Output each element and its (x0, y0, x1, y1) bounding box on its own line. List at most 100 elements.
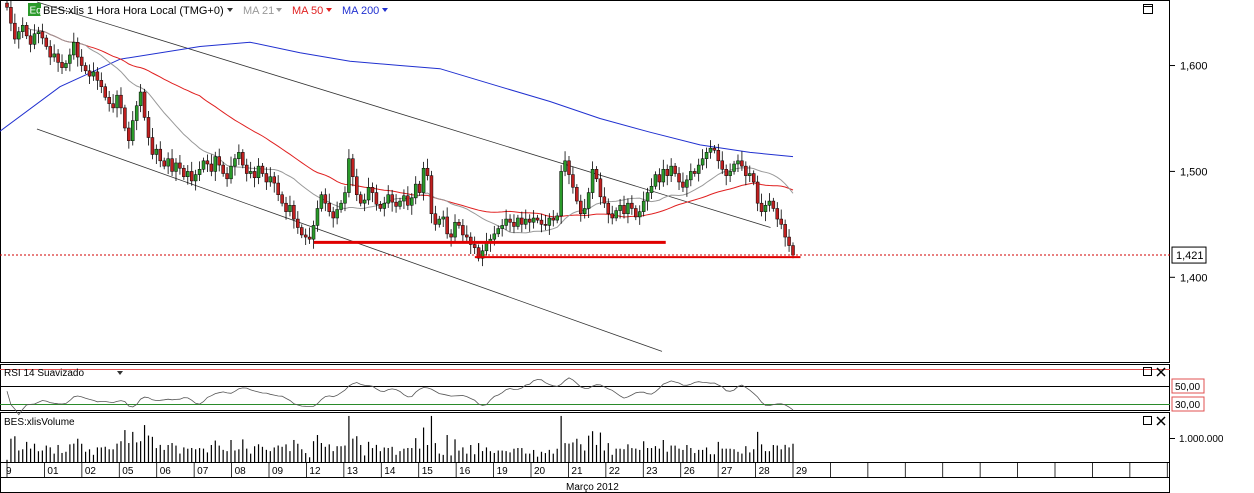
candle-down (244, 164, 249, 174)
candle (496, 225, 500, 238)
chart-title[interactable]: BES:xlis 1 Hora Hora Local (TMG+0) (43, 5, 224, 17)
candle-down (119, 94, 123, 109)
rsi-panel (0, 364, 1170, 411)
candle-up (115, 94, 119, 109)
chevron-down-icon[interactable] (382, 8, 388, 12)
candle-up (36, 31, 41, 35)
x-tick-label: 19 (497, 466, 509, 477)
volume-label[interactable]: BES:xlisVolume (4, 417, 75, 428)
candle-down (99, 80, 104, 87)
candle-up (268, 176, 273, 183)
channel-line (36, 1, 771, 228)
candle-up (335, 209, 339, 219)
maximize-icon[interactable] (1143, 4, 1153, 14)
candle (394, 194, 398, 213)
rsi-label[interactable]: RSI 14 Suavizado (4, 368, 84, 379)
legend-ma200[interactable]: MA 200 (342, 5, 379, 17)
close-icon[interactable] (1156, 416, 1166, 426)
candle-down (551, 217, 556, 221)
candle (260, 162, 265, 177)
candle (331, 206, 335, 228)
candle (87, 64, 92, 85)
x-tick-label: 13 (347, 466, 359, 477)
candle (166, 152, 170, 175)
candle-down (622, 205, 626, 215)
candle (52, 44, 56, 62)
candle-down (123, 107, 127, 129)
candle (461, 219, 465, 243)
candle-up (480, 250, 485, 259)
candle (744, 161, 748, 186)
candle-down (162, 160, 166, 167)
candle (131, 111, 135, 146)
candle-up (91, 71, 96, 77)
candle (300, 224, 304, 239)
candle-down (170, 158, 174, 172)
candle-down (331, 211, 335, 219)
candle-up (637, 211, 642, 218)
candle-up (763, 205, 768, 212)
candle (527, 214, 532, 232)
candle (622, 195, 626, 219)
candle (429, 170, 434, 224)
candle (398, 197, 402, 210)
candle-up (704, 152, 709, 159)
candle-up (696, 164, 701, 174)
close-icon[interactable] (1156, 367, 1166, 377)
candle-down (241, 152, 245, 166)
candle (91, 62, 96, 81)
candle-up (410, 197, 414, 206)
last-price-line: 1,421 (0, 246, 1207, 264)
candle (410, 193, 414, 215)
chevron-down-icon[interactable] (117, 371, 123, 375)
candle-up (32, 33, 37, 45)
candle (248, 161, 253, 179)
candle (315, 200, 320, 232)
candle (751, 170, 756, 186)
candle (158, 141, 163, 168)
candle (237, 144, 241, 166)
candle-down (425, 167, 430, 176)
candle (241, 149, 245, 169)
candle-up (661, 169, 666, 183)
candle (5, 0, 9, 11)
candle-up (748, 173, 752, 176)
support-lines (313, 240, 801, 259)
candle-down (783, 224, 787, 238)
candle-up (166, 158, 170, 167)
candle (115, 90, 119, 118)
candle-up (339, 202, 343, 210)
candle-up (343, 192, 347, 204)
time-axis: 9 01 02 05 06 07 08 09 12 13 14 15 16 19 20 21 22 23 26 27 2… (6, 463, 1168, 477)
chevron-down-icon[interactable] (276, 8, 282, 12)
x-tick-label: 06 (160, 466, 172, 477)
legend-ma50[interactable]: MA 50 (292, 5, 323, 17)
candle (579, 194, 583, 222)
candle-up (17, 31, 21, 40)
chevron-down-icon[interactable] (326, 8, 332, 12)
candle-down (468, 236, 473, 245)
maximize-icon[interactable] (1143, 367, 1152, 376)
symbol-icon[interactable] (28, 3, 41, 16)
candle-down (79, 56, 84, 66)
candle (740, 151, 744, 171)
candle-up (386, 194, 390, 204)
legend-ma21[interactable]: MA 21 (243, 5, 274, 17)
candle-down (417, 183, 422, 193)
candle-down (535, 217, 540, 221)
candle (665, 164, 669, 186)
chevron-down-icon[interactable] (227, 8, 233, 12)
x-tick-label: 02 (85, 466, 97, 477)
candle-down (755, 181, 760, 204)
candle (311, 220, 316, 249)
candle (99, 72, 104, 94)
candle (465, 225, 469, 242)
candle-up (728, 171, 732, 176)
x-tick-label: 05 (122, 466, 134, 477)
candle-down (303, 234, 308, 238)
candle (123, 104, 127, 132)
candle (64, 60, 68, 71)
maximize-icon[interactable] (1143, 416, 1152, 425)
candle (598, 172, 603, 205)
